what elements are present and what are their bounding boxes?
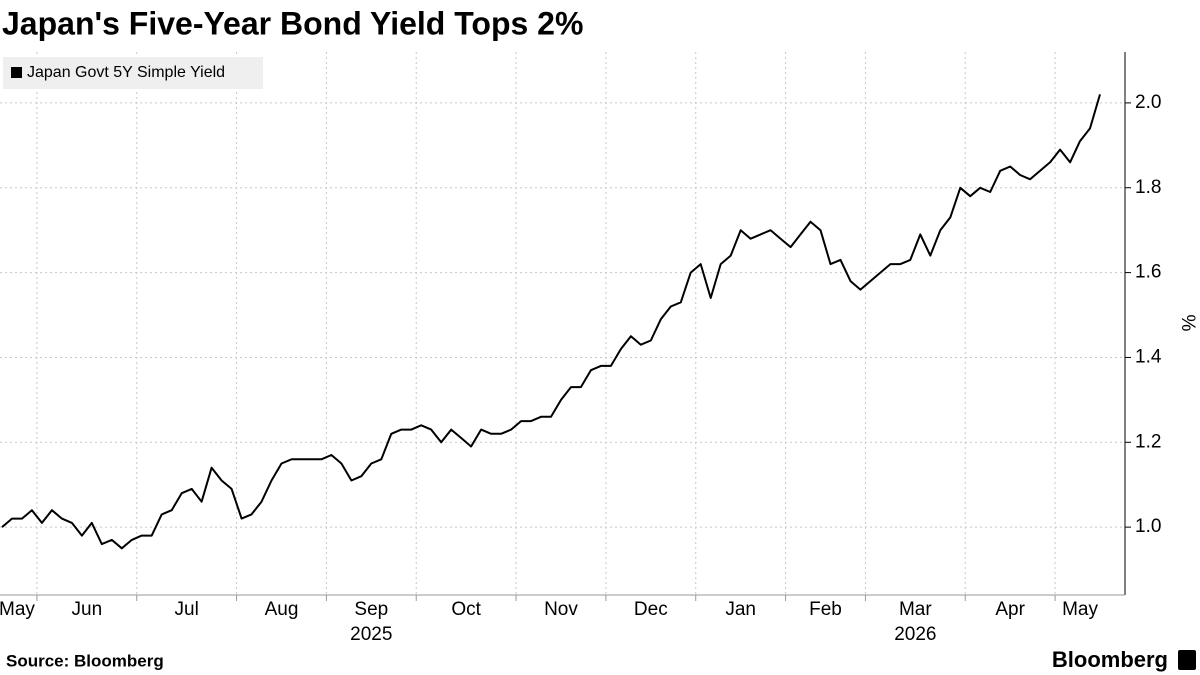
- year-label: 2026: [894, 624, 936, 645]
- x-tick-label: Jan: [725, 599, 756, 620]
- brand: Bloomberg: [1052, 647, 1168, 672]
- y-tick-label: 2.0: [1135, 92, 1161, 113]
- x-tick-label: Jul: [175, 599, 199, 620]
- y-tick-label: 1.8: [1135, 177, 1161, 198]
- y-tick-label: 1.2: [1135, 431, 1161, 452]
- source: Source: Bloomberg: [6, 651, 164, 670]
- year-label: 2025: [350, 624, 392, 645]
- y-axis-label: %: [1177, 315, 1198, 332]
- legend-box: [3, 57, 263, 89]
- brand-icon: [1178, 650, 1196, 670]
- x-tick-label: May: [0, 599, 35, 620]
- legend-swatch: [11, 67, 22, 78]
- x-tick-label: Mar: [899, 599, 932, 620]
- x-tick-label: Nov: [544, 599, 578, 620]
- x-tick-label: Aug: [265, 599, 299, 620]
- y-tick-label: 1.0: [1135, 516, 1161, 537]
- legend-label: Japan Govt 5Y Simple Yield: [27, 64, 225, 81]
- x-tick-label: Oct: [451, 599, 481, 620]
- x-tick-label: Feb: [809, 599, 842, 620]
- line: [1, 94, 1101, 550]
- x-tick-label: Sep: [354, 599, 388, 620]
- chart-title: Japan's Five-Year Bond Yield Tops 2%: [2, 5, 583, 41]
- x-tick-label: Apr: [995, 599, 1025, 620]
- x-tick-label: May: [1062, 599, 1098, 620]
- y-tick-label: 1.6: [1135, 262, 1161, 283]
- x-tick-label: Dec: [634, 599, 668, 620]
- y-tick-label: 1.4: [1135, 346, 1162, 367]
- x-tick-label: Jun: [72, 599, 103, 620]
